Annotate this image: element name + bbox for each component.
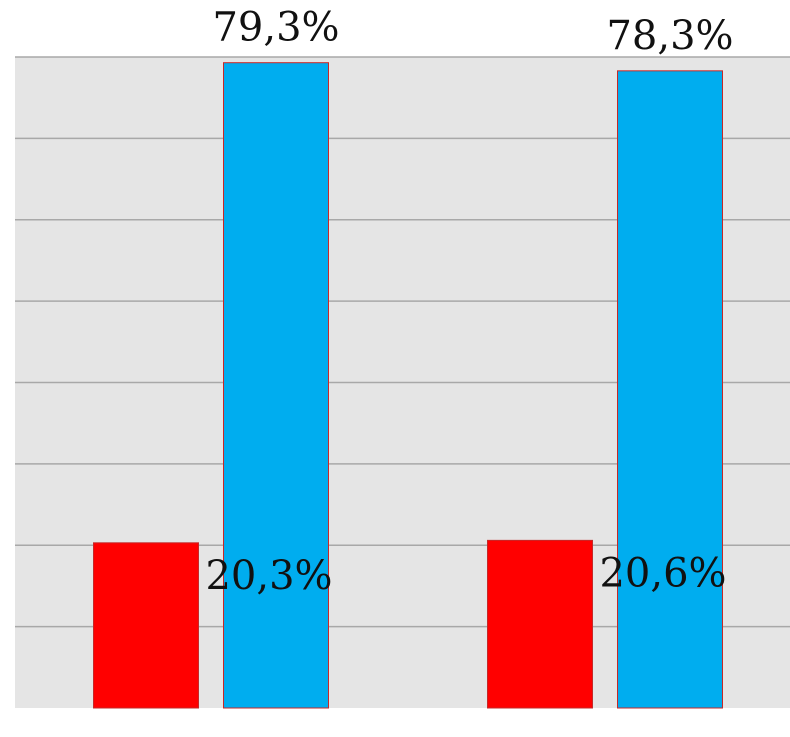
data-label: 78,3% xyxy=(606,13,733,59)
bar xyxy=(617,70,723,709)
data-label: 20,3% xyxy=(205,553,332,599)
bar xyxy=(487,539,593,709)
data-label: 79,3% xyxy=(212,5,339,51)
data-label: 20,6% xyxy=(599,550,726,596)
bar xyxy=(223,62,329,709)
data-labels: 20,3% 20,6% 79,3% 78,3% xyxy=(205,5,733,599)
bar xyxy=(93,542,199,709)
bars xyxy=(93,62,723,709)
